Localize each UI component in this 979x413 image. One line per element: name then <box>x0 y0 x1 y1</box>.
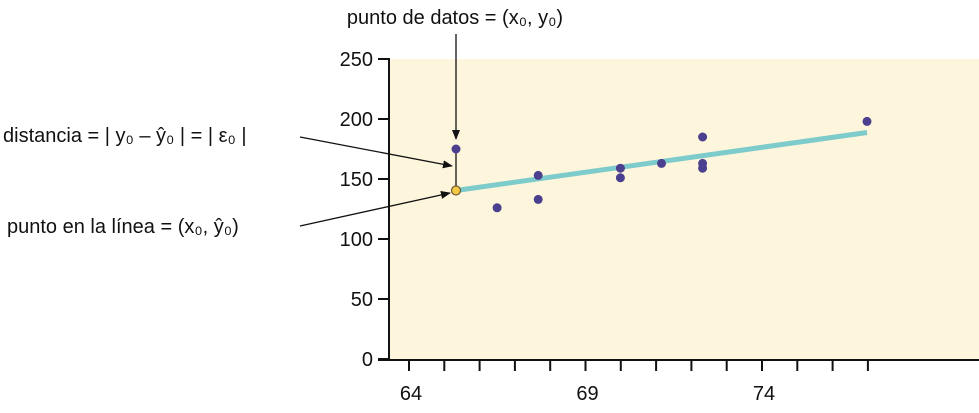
line-point <box>450 185 462 196</box>
data-point <box>698 132 708 142</box>
data-point <box>533 194 543 204</box>
line-point-arrow <box>299 191 451 227</box>
y-tick-label: 100 <box>340 229 373 251</box>
data-point <box>533 170 543 180</box>
distance-label: distancia = | y₀ – ŷ₀ | = | ε₀ | <box>3 125 247 147</box>
data-marks <box>450 116 872 213</box>
x-tick-label: 69 <box>576 383 598 405</box>
distance-arrow <box>299 136 453 169</box>
y-tick-label: 0 <box>362 349 373 371</box>
y-tick-label: 250 <box>340 49 373 71</box>
x-tick-label: 74 <box>753 383 775 405</box>
data-point <box>657 158 666 168</box>
x-tick-label: 64 <box>400 383 422 405</box>
data-point <box>451 144 461 154</box>
y-tick-label: 50 <box>351 289 373 311</box>
y-tick-label: 150 <box>340 169 373 191</box>
data-point <box>615 163 625 173</box>
data-point <box>615 173 625 183</box>
annotations: punto de datos = (x₀, y₀) distancia = | … <box>3 7 563 238</box>
line-point-label: punto en la línea = (x₀, ŷ₀) <box>7 216 239 238</box>
plot-background <box>389 59 979 359</box>
data-point <box>492 203 502 213</box>
data-point-label: punto de datos = (x₀, y₀) <box>347 7 563 29</box>
data-point <box>698 163 708 173</box>
data-point <box>862 116 872 126</box>
y-tick-label: 200 <box>340 109 373 131</box>
axes: 0 50 100 150 200 250 64 69 74 <box>340 49 979 405</box>
